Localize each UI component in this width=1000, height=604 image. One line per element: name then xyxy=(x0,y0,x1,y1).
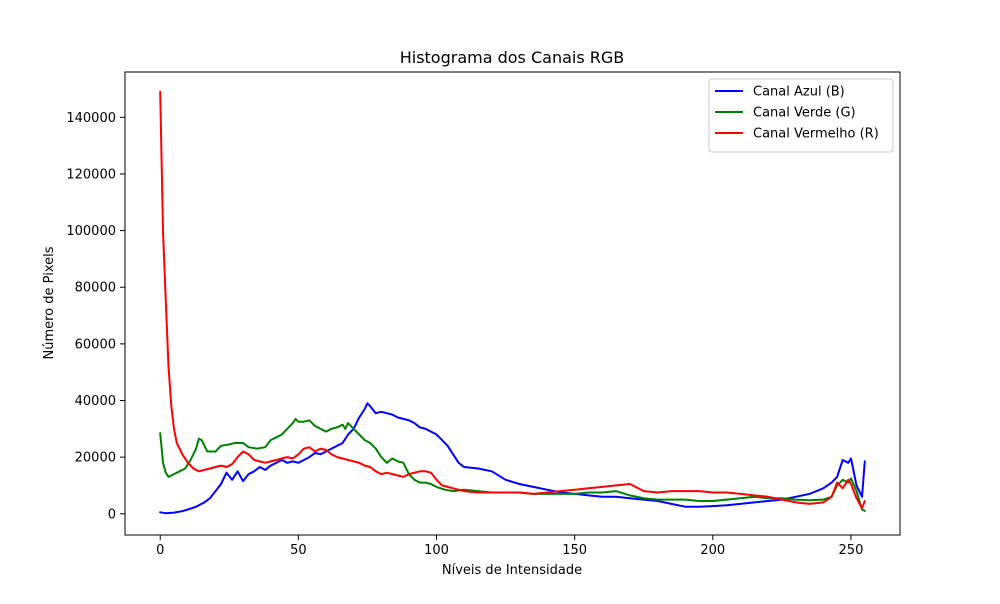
y-tick-label: 100000 xyxy=(66,224,116,239)
series-line-0 xyxy=(159,402,866,515)
y-axis-ticks: 0 20000 40000 60000 80000 100000 120000 140000 xyxy=(66,111,125,522)
y-tick-label: 20000 xyxy=(75,451,116,466)
y-tick-label: 80000 xyxy=(75,281,116,296)
y-tick-label: 60000 xyxy=(75,337,116,352)
series-line-2 xyxy=(159,90,866,510)
y-axis-label: Número de Pixels xyxy=(42,246,57,359)
x-tick-label: 0 xyxy=(156,543,164,558)
x-tick-label: 250 xyxy=(839,543,864,558)
y-tick-label: 120000 xyxy=(66,167,116,182)
series-lines xyxy=(159,90,866,515)
series-line-1 xyxy=(159,417,866,512)
x-tick-label: 100 xyxy=(424,543,449,558)
y-tick-label: 140000 xyxy=(66,111,116,126)
plot-area-frame xyxy=(124,71,901,536)
x-tick-label: 50 xyxy=(290,543,307,558)
x-tick-label: 150 xyxy=(562,543,587,558)
x-axis-ticks: 0 50 100 150 200 250 xyxy=(156,535,863,558)
y-tick-label: 0 xyxy=(108,507,116,522)
x-axis-label: Níveis de Intensidade xyxy=(442,563,582,578)
legend: Canal Azul (B) Canal Verde (G) Canal Verme… xyxy=(708,78,894,153)
legend-box xyxy=(708,78,894,153)
legend-label-2: Canal Vermelho (R) xyxy=(753,127,879,142)
x-tick-label: 200 xyxy=(700,543,725,558)
chart-title: Histograma dos Canais RGB xyxy=(400,48,625,67)
y-tick-label: 40000 xyxy=(75,394,116,409)
legend-label-0: Canal Azul (B) xyxy=(753,85,845,100)
legend-label-1: Canal Verde (G) xyxy=(753,106,856,121)
